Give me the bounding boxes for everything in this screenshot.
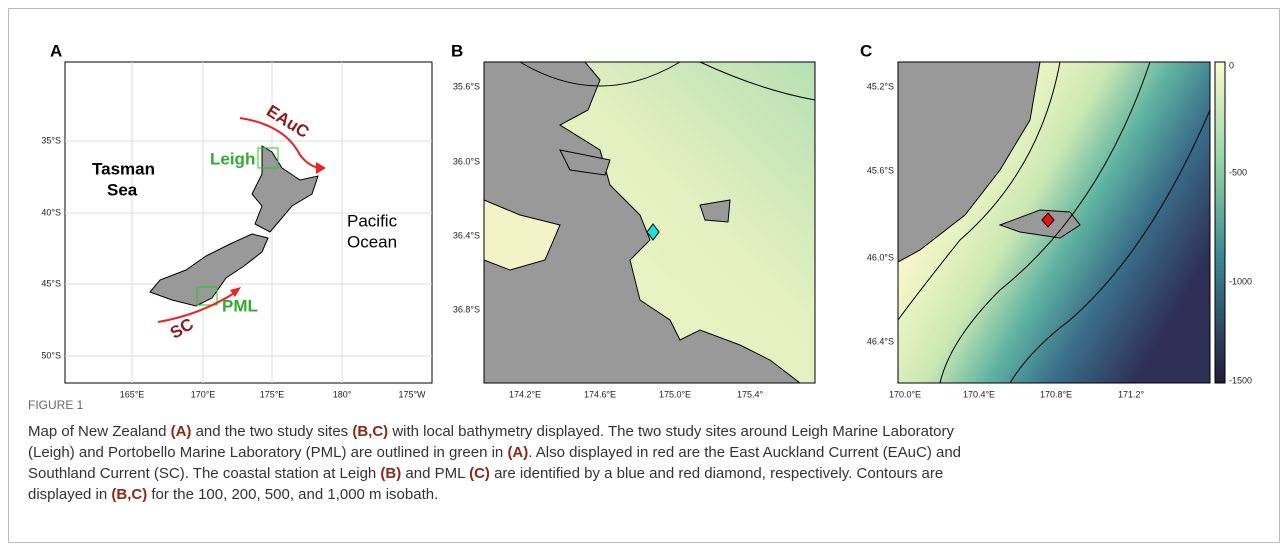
x-tick-label: 171.2° (1118, 389, 1145, 399)
caption-text: (A) (507, 444, 529, 461)
panel-label: A (50, 41, 62, 60)
caption-text: with local bathymetry displayed. The two… (388, 423, 955, 440)
panel-label: C (860, 41, 872, 60)
y-tick-label: 40°S (41, 207, 61, 217)
y-tick-label: 45.6°S (867, 165, 894, 175)
annotation: Tasman (92, 159, 155, 178)
figure: A B C Tasman Sea Pacific Ocean Leigh PML… (41, 41, 1252, 399)
annotation: Pacific (347, 211, 398, 230)
caption-text: (B,C) (352, 423, 389, 440)
x-tick-label: 175°E (260, 389, 285, 399)
caption-text: . Also displayed in red are the East Auc… (528, 444, 962, 461)
caption-line: displayed in (B,C) for the 100, 200, 500… (28, 484, 961, 505)
y-tick-label: 46.4°S (867, 336, 894, 346)
y-tick-label: 45.2°S (867, 81, 894, 91)
caption: FIGURE 1 Map of New Zealand (A) and the … (28, 398, 961, 505)
x-tick-label: 170.8°E (1040, 389, 1072, 399)
caption-text: and the two study sites (191, 423, 353, 440)
caption-text: are identified by a blue and red diamond… (489, 465, 944, 482)
caption-text: and PML (401, 465, 470, 482)
panel-a-map (64, 61, 433, 384)
y-tick-label: 50°S (41, 350, 61, 360)
caption-title: FIGURE 1 (28, 398, 84, 412)
x-tick-label: 170°E (191, 389, 216, 399)
caption-text: (B,C) (111, 486, 148, 503)
caption-text: Map of New Zealand (28, 423, 171, 440)
x-tick-label: 180° (333, 389, 352, 399)
x-tick-label: 174.2°E (509, 389, 541, 399)
y-tick-label: 36.8°S (453, 304, 480, 314)
annotation: Leigh (210, 149, 255, 168)
annotation: Ocean (347, 232, 397, 251)
caption-text: Southland Current (SC). The coastal stat… (28, 465, 381, 482)
panel-c-map (897, 61, 1226, 384)
y-tick-label: 45°S (41, 278, 61, 288)
colorbar-tick-label: -1000 (1229, 276, 1252, 286)
colorbar-tick-label: 0 (1229, 60, 1234, 70)
panel-label: B (451, 41, 463, 60)
x-tick-label: 175.4° (737, 389, 764, 399)
figure-frame (8, 8, 1280, 543)
x-tick-label: 175°W (398, 389, 426, 399)
x-tick-label: 170.4°E (963, 389, 995, 399)
y-tick-label: 35.6°S (453, 81, 480, 91)
x-tick-label: 174.6°E (584, 389, 616, 399)
caption-text: (B) (380, 465, 402, 482)
x-tick-label: 175.0°E (659, 389, 691, 399)
caption-text: for the 100, 200, 500, and 1,000 m isoba… (147, 486, 439, 503)
caption-text: (A) (170, 423, 192, 440)
annotation: Sea (107, 180, 138, 199)
caption-line: Map of New Zealand (A) and the two study… (28, 421, 961, 442)
caption-line: Southland Current (SC). The coastal stat… (28, 463, 961, 484)
colorbar-tick-label: -500 (1229, 167, 1247, 177)
annotation: PML (222, 296, 258, 315)
x-tick-label: 170.0°E (889, 389, 921, 399)
y-tick-label: 36.4°S (453, 230, 480, 240)
panel-b-map (483, 61, 816, 384)
y-tick-label: 35°S (41, 135, 61, 145)
caption-text: displayed in (28, 486, 112, 503)
y-tick-label: 46.0°S (867, 252, 894, 262)
colorbar-tick-label: -1500 (1229, 375, 1252, 385)
caption-line: (Leigh) and Portobello Marine Laboratory… (28, 442, 961, 463)
y-tick-label: 36.0°S (453, 156, 480, 166)
caption-text: (C) (469, 465, 490, 482)
x-tick-label: 165°E (120, 389, 145, 399)
caption-text: (Leigh) and Portobello Marine Laboratory… (28, 444, 508, 461)
